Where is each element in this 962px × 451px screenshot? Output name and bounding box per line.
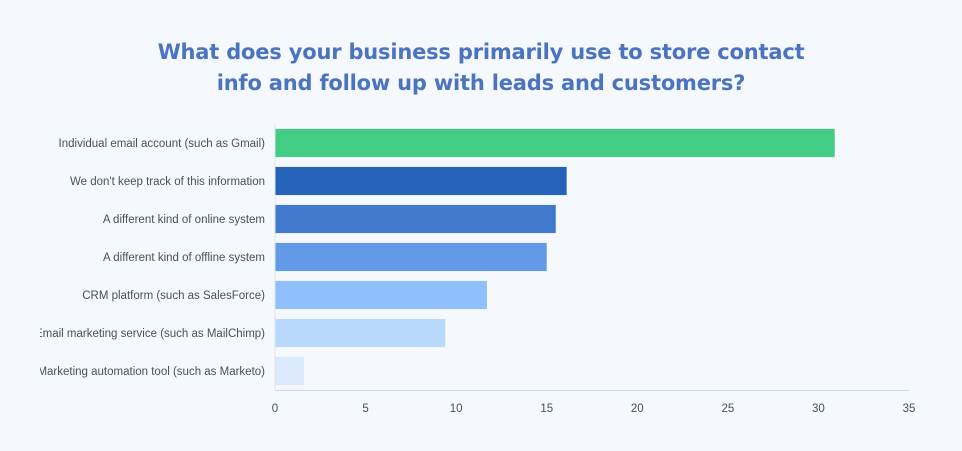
bar-1	[275, 166, 567, 196]
bar-0	[275, 128, 835, 158]
bar-2	[275, 204, 556, 234]
x-tick-label-4: 20	[631, 403, 644, 415]
chart-title: What does your business primarily use to…	[0, 37, 962, 99]
category-label-5: Email marketing service (such as MailChi…	[35, 328, 265, 340]
category-labels-group: Individual email account (such as Gmail)…	[35, 138, 266, 378]
bar-5	[275, 318, 446, 348]
x-tick-label-5: 25	[721, 403, 734, 415]
axes-group: 0 5 10 15 20 25 30 35	[272, 124, 916, 415]
bar-6	[275, 356, 304, 386]
x-tick-label-2: 10	[450, 403, 463, 415]
x-tick-label-3: 15	[540, 403, 553, 415]
category-label-2: A different kind of online system	[103, 214, 265, 226]
x-tick-label-0: 0	[272, 403, 278, 415]
category-label-3: A different kind of offline system	[103, 252, 265, 264]
category-label-0: Individual email account (such as Gmail)	[59, 138, 266, 150]
bar-3	[275, 242, 547, 272]
x-tick-label-6: 30	[812, 403, 825, 415]
bar-4	[275, 280, 487, 310]
category-label-6: Marketing automation tool (such as Marke…	[37, 366, 265, 378]
category-label-1: We don't keep track of this information	[70, 176, 265, 188]
category-label-4: CRM platform (such as SalesForce)	[82, 290, 265, 302]
bars-group	[275, 128, 835, 386]
x-tick-label-1: 5	[362, 403, 368, 415]
chart-title-line-2: info and follow up with leads and custom…	[216, 71, 746, 95]
chart-title-line-1: What does your business primarily use to…	[157, 40, 805, 64]
x-tick-label-7: 35	[903, 403, 916, 415]
